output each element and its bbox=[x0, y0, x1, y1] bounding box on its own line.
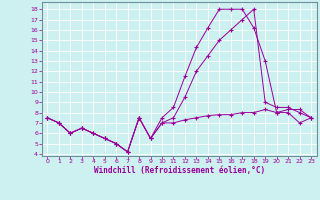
X-axis label: Windchill (Refroidissement éolien,°C): Windchill (Refroidissement éolien,°C) bbox=[94, 166, 265, 175]
